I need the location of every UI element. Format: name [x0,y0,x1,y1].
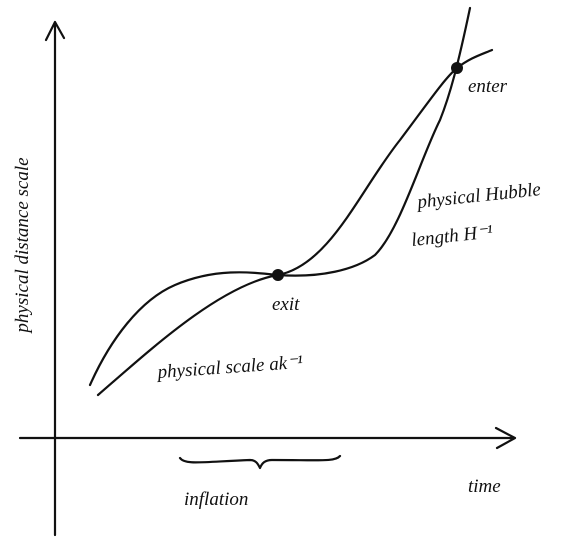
enter-point [451,62,463,74]
hubble-label: physical Hubble [414,179,542,213]
inflation-label: inflation [184,489,248,510]
hubble-label: length H⁻¹ [410,222,494,251]
diagram: physical distance scale time physical Hu… [0,0,584,539]
physical-scale-curve [98,50,492,395]
inflation-brace [180,456,340,468]
exit-point [272,269,284,281]
y-axis-label: physical distance scale [12,157,33,334]
x-axis-label: time [468,476,501,497]
enter-label: enter [468,76,508,97]
scale-label: physical scale ak⁻¹ [155,352,304,383]
x-axis [20,428,515,448]
hubble-length-curve [90,8,470,385]
exit-label: exit [272,294,300,315]
y-axis [46,22,64,535]
